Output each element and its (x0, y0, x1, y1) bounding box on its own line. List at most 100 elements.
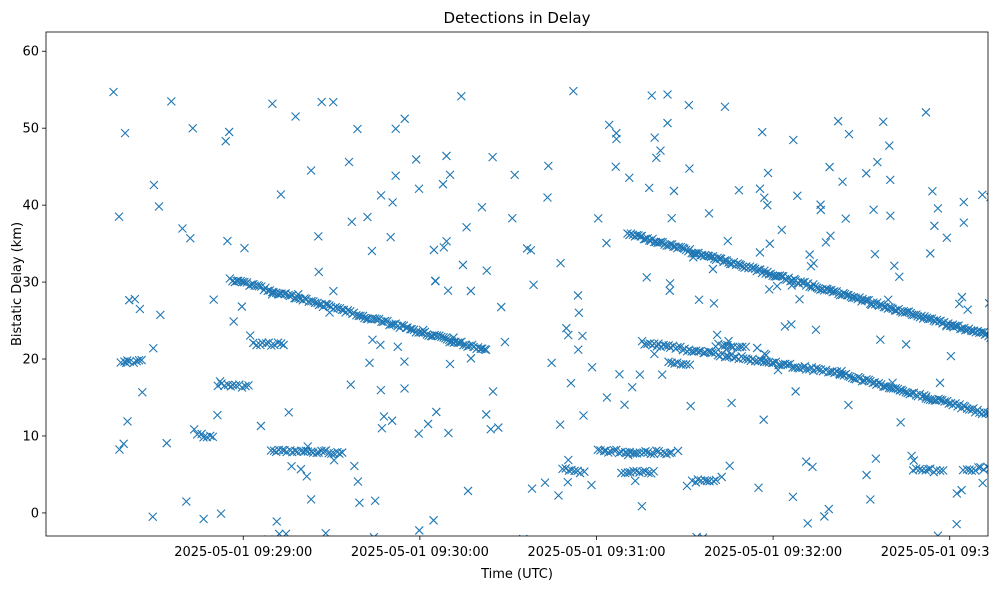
track-c-point (903, 388, 913, 398)
band-14km-point (205, 431, 215, 441)
clutter-point (841, 214, 851, 223)
clutter-point (837, 366, 846, 376)
clutter-point (213, 410, 222, 420)
clutter-point (593, 213, 603, 223)
clutter-point (303, 442, 313, 451)
clutter-point (120, 128, 130, 138)
clutter-point (458, 260, 468, 270)
y-axis: 0 10 20 30 40 50 60 (22, 45, 46, 521)
clutter-point (764, 284, 774, 294)
clutter-point (816, 200, 825, 210)
clutter-point (602, 393, 612, 402)
clutter-point (463, 486, 473, 496)
band-21km-point (237, 383, 247, 392)
clutter-point (223, 236, 232, 246)
track-c-point (948, 400, 958, 410)
band-21km-point (244, 380, 253, 390)
clutter-point (889, 261, 899, 271)
clutter-point (786, 319, 796, 329)
y-axis-label: Bistatic Delay (km) (10, 222, 25, 346)
clutter-point (649, 349, 659, 359)
clutter-point (719, 256, 729, 266)
clutter-point (566, 378, 576, 388)
band-10km-point (982, 462, 988, 472)
band-24km-point (137, 355, 146, 365)
clutter-point (367, 246, 377, 256)
track-b-point (847, 293, 857, 303)
x-axis: 2025-05-01 09:29:00 2025-05-01 09:30:00 20… (174, 536, 989, 560)
clutter-point (488, 152, 498, 162)
band-24km-point (685, 360, 695, 370)
clutter-point (264, 535, 273, 536)
track-a-point (285, 291, 295, 301)
band-26km-point (741, 342, 751, 352)
clutter-point (587, 362, 597, 372)
track-c-point (907, 388, 917, 398)
clutter-point (754, 483, 763, 493)
clutter-point (615, 369, 624, 379)
clutter-point (894, 272, 904, 282)
clutter-point (329, 455, 339, 465)
clutter-point (114, 212, 124, 221)
clutter-point (237, 302, 247, 311)
clutter-point (377, 423, 387, 433)
clutter-point (883, 295, 893, 305)
track-a-point (455, 338, 464, 348)
track-a-point (268, 287, 278, 297)
clutter-point (123, 417, 132, 426)
track-b-point (917, 311, 926, 321)
clutter-point (124, 295, 134, 305)
clutter-point (759, 193, 769, 203)
x-tick-label: 2025-05-01 09:29:00 (174, 545, 312, 560)
clutter-point (657, 370, 667, 380)
clutter-point (663, 118, 672, 128)
track-b-point (775, 271, 785, 280)
clutter-point (954, 299, 964, 309)
clutter-point (620, 400, 629, 410)
band-26km-point (252, 340, 261, 350)
track-a-point (480, 344, 490, 354)
clutter-point (896, 417, 906, 427)
band-26km-point (279, 340, 289, 350)
clutter-point (921, 107, 931, 117)
band-12km-point (646, 449, 656, 459)
clutter-point (843, 400, 853, 410)
clutter-point (907, 451, 917, 461)
track-c-point (845, 372, 855, 382)
clutter-point (870, 249, 880, 259)
clutter-point (861, 168, 871, 178)
band-21km-point (226, 381, 236, 391)
track-b-point (713, 253, 723, 263)
track-c-point (898, 386, 908, 396)
clutter-point (149, 180, 159, 190)
clutter-point (344, 157, 354, 167)
track-b-point (634, 231, 643, 240)
clutter-point (391, 171, 401, 181)
clutter-point (370, 496, 380, 506)
clutter-point (563, 455, 573, 465)
clutter-point (162, 438, 172, 448)
band-12km-point (306, 447, 316, 457)
band-10km-point (932, 465, 941, 475)
y-tick-label: 50 (22, 122, 39, 137)
clutter-point (431, 407, 441, 417)
clutter-point (792, 191, 802, 201)
y-tick-label: 30 (22, 276, 39, 291)
clutter-point (959, 197, 969, 207)
clutter-point (274, 529, 284, 536)
clutter-point (386, 232, 396, 242)
band-10km-point (579, 467, 589, 477)
x-tick-label: 2025-05-01 09:32:00 (704, 545, 842, 560)
clutter-point (229, 317, 239, 326)
track-a-point (407, 324, 417, 334)
band-12km-point (643, 447, 653, 457)
clutter-point (688, 252, 698, 262)
clutter-point (568, 86, 578, 96)
band-10km-point (638, 467, 648, 476)
clutter-point (466, 286, 476, 296)
clutter-point (780, 322, 790, 331)
clutter-point (788, 135, 798, 145)
clutter-point (869, 205, 878, 215)
clutter-point (462, 222, 471, 232)
clutter-point (488, 387, 498, 396)
